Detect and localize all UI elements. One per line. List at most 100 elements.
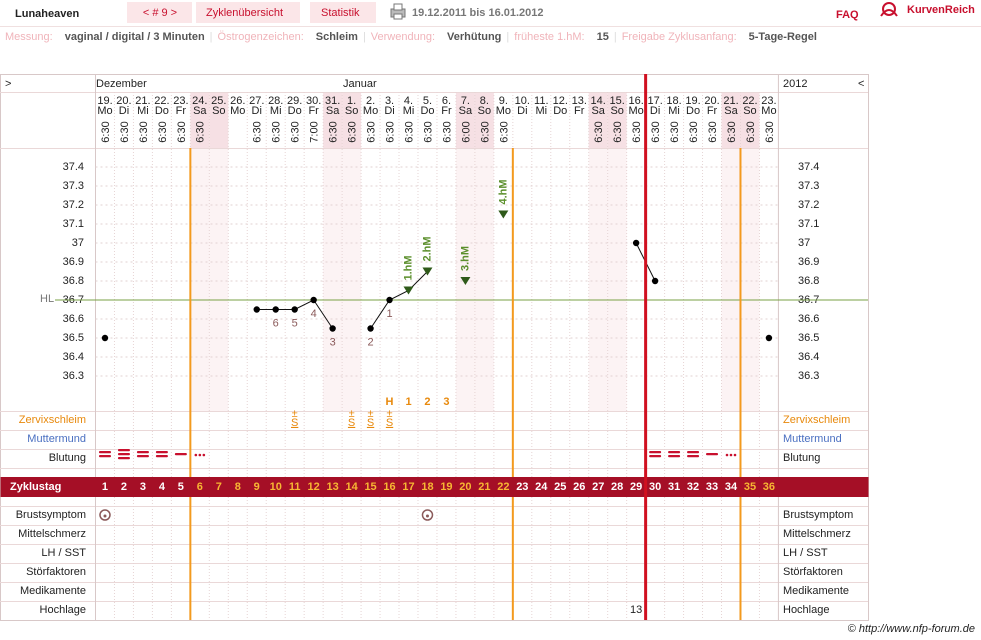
time: 6:30 [138, 121, 150, 142]
cycle-day: 3 [140, 481, 146, 493]
weekday: Sa [326, 105, 340, 117]
time: 6:30 [688, 121, 700, 142]
weekday: Fr [707, 105, 718, 117]
cycle-day: 12 [308, 481, 320, 493]
tab[interactable]: Statistik [321, 7, 360, 19]
weekday: So [478, 105, 491, 117]
info-value: 5-Tage-Regel [749, 31, 817, 43]
time: 6:30 [365, 121, 377, 142]
weekday: Mi [668, 105, 680, 117]
temp-point [422, 267, 433, 276]
row-label: Mittelschmerz [18, 528, 86, 540]
logo[interactable]: KurvenReich [907, 4, 975, 16]
bleeding-dash [668, 451, 681, 454]
year: 2012 [783, 78, 807, 90]
y-tick-label: 36.8 [798, 275, 819, 287]
row-label: Brustsymptom [783, 509, 853, 521]
nav-right: < [858, 78, 864, 90]
date: 8. [480, 95, 489, 107]
info-value: Verhütung [447, 31, 501, 43]
weekday: Do [155, 105, 169, 117]
cervix-sign: ± [368, 408, 374, 420]
bleeding-dash [155, 451, 168, 454]
bleeding-dash [98, 451, 111, 454]
hm-label: 1.hM [402, 255, 414, 280]
bleeding-dash [117, 449, 130, 452]
cycle-day: 27 [592, 481, 604, 493]
weekday: Do [686, 105, 700, 117]
time: 6:30 [441, 121, 453, 142]
cycle-day: 35 [744, 481, 756, 493]
row-label: Hochlage [783, 604, 829, 616]
weekend-column [190, 148, 210, 411]
print-icon[interactable] [390, 3, 406, 20]
weekday: Mo [629, 105, 644, 117]
time: 6:30 [422, 121, 434, 142]
weekday: Sa [724, 105, 738, 117]
date: 17. [647, 95, 662, 107]
weekday: Mi [137, 105, 149, 117]
weekday: Di [384, 105, 394, 117]
bleeding-dash [668, 455, 681, 458]
cycle-day: 26 [573, 481, 585, 493]
tab-bg[interactable] [196, 2, 300, 23]
cycle-day: 23 [516, 481, 528, 493]
weekday: Sa [459, 105, 473, 117]
bleeding-dash [649, 455, 662, 458]
temp-point [253, 306, 260, 313]
weekend-header [455, 92, 475, 148]
tab[interactable]: Zyklenübersicht [206, 7, 283, 19]
weekend-header [209, 92, 229, 148]
row-label: Blutung [783, 452, 820, 464]
footer: © http://www.nfp-forum.de [848, 623, 975, 635]
cervix-sign: ± [292, 408, 298, 420]
cycle-nav[interactable]: < # 9 > [143, 7, 177, 19]
temp-point [329, 325, 336, 332]
time: 6:30 [631, 121, 643, 142]
weekday: Do [553, 105, 567, 117]
cervix-sign: ± [349, 408, 355, 420]
date: 20. [704, 95, 719, 107]
row-label: LH / SST [783, 547, 828, 559]
date: 27. [249, 95, 264, 107]
temp-point [632, 239, 640, 247]
weekday: Mo [230, 105, 245, 117]
date: 28. [268, 95, 283, 107]
cycle-day-bar [0, 477, 869, 497]
cycle-day: 19 [440, 481, 452, 493]
tab-bg[interactable] [310, 2, 376, 23]
cycle-day: 17 [402, 481, 414, 493]
temp-point [651, 277, 659, 285]
time: 6:30 [119, 121, 131, 142]
count-label: 5 [292, 317, 298, 329]
date: 24. [192, 95, 207, 107]
hm-label: 4.hM [497, 179, 509, 204]
cycle-day: 20 [459, 481, 471, 493]
weekend-column [607, 148, 627, 411]
weekday: Di [119, 105, 129, 117]
cycle-day: 6 [197, 481, 203, 493]
time: 6:30 [726, 121, 738, 142]
row-label: Medikamente [20, 585, 86, 597]
info-label: Freigabe Zyklusanfang: [622, 31, 737, 43]
date-range: 19.12.2011 bis 16.01.2012 [412, 7, 544, 19]
cycle-day: 34 [725, 481, 738, 493]
cycle-nav-bg[interactable] [127, 2, 192, 23]
faq-link[interactable]: FAQ [836, 9, 859, 21]
weekday: Fr [441, 105, 452, 117]
weekday: Sa [591, 105, 605, 117]
time: 6:30 [157, 121, 169, 142]
temp-point [291, 306, 298, 313]
date: 22. [742, 95, 757, 107]
time: 6:30 [252, 121, 264, 142]
y-tick-label: 36.4 [63, 351, 84, 363]
weekday: Di [252, 105, 262, 117]
y-tick-label: 37.3 [798, 180, 819, 192]
weekday: Mi [535, 105, 547, 117]
time: 6:30 [176, 121, 188, 142]
separator: | [210, 31, 213, 43]
nav-left: > [5, 78, 11, 90]
breast-icon [421, 509, 434, 521]
date: 7. [461, 95, 470, 107]
time: 6:00 [460, 121, 472, 142]
